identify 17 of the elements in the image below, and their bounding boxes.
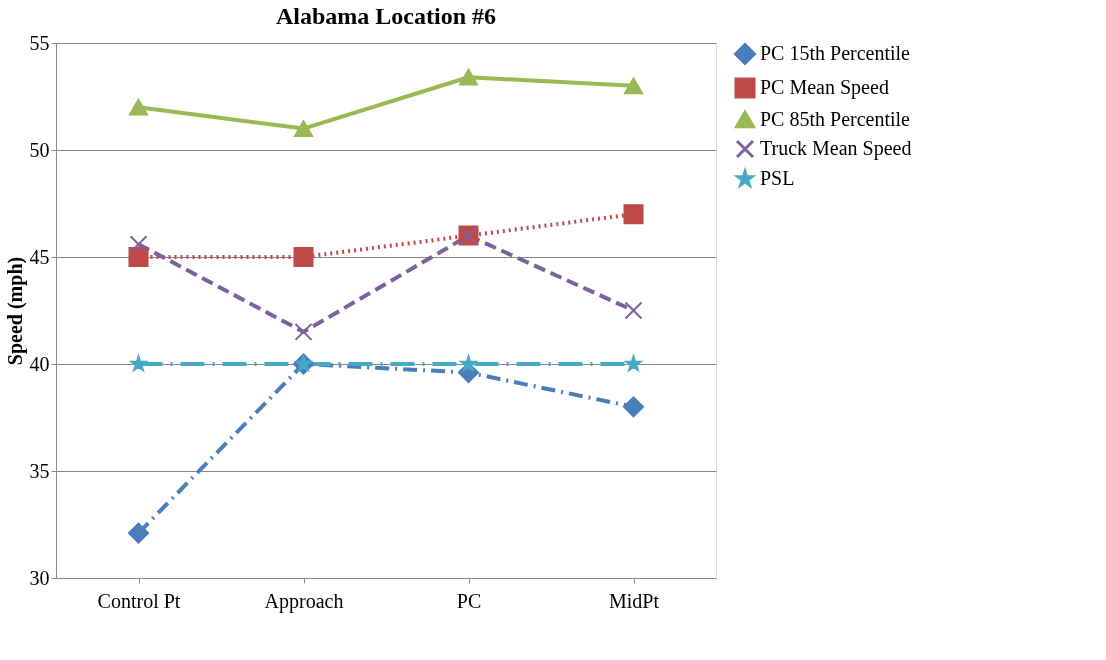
legend-label: PC 15th Percentile [760,42,911,64]
x-tick-label: PC [456,589,482,612]
x-tick-label: Approach [264,589,344,613]
legend-label: PSL [760,167,795,189]
legend-label: PC Mean Speed [760,76,889,99]
x-tick-label: Control Pt [97,589,181,612]
legend-label: PC 85th Percentile [760,107,911,130]
y-tick-label: 55 [29,31,50,54]
x-tick-label: MidPt [608,589,660,612]
y-tick-label: 35 [29,459,50,482]
chart-title: Alabama Location #6 [275,3,497,29]
y-tick-label: 40 [29,352,50,375]
y-tick-label: 50 [29,138,50,161]
y-axis-title: Speed (mph) [3,256,27,366]
legend-label: Truck Mean Speed [760,137,912,160]
y-tick-label: 45 [29,245,50,268]
y-tick-label: 30 [29,566,50,589]
